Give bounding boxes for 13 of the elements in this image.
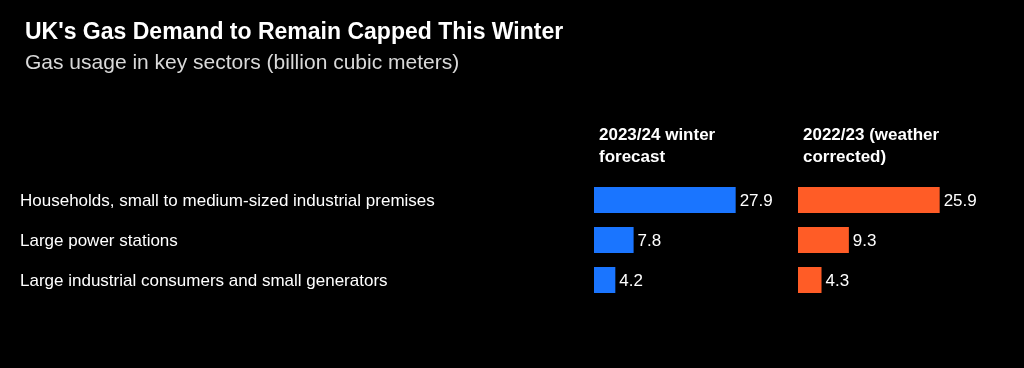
- series-label: 2022/23 (weather corrected): [803, 124, 940, 166]
- text: Gas usage in key sectors (billion cubic meters): [25, 50, 460, 73]
- data-label: 25.9: [943, 190, 977, 210]
- y-tick-label: Households, small to medium-sized industrial premises: [20, 190, 435, 210]
- y-tick-label: Large power stations: [20, 230, 178, 250]
- data-label: 9.3: [852, 230, 877, 250]
- data-label: 4.2: [619, 270, 643, 290]
- data-label: 7.8: [637, 230, 662, 250]
- data-label: 27.9: [739, 190, 773, 210]
- data-label: 4.3: [825, 270, 850, 290]
- text: UK's Gas Demand to Remain Capped This Winter: [25, 17, 564, 44]
- series-label: 2023/24 winter forecast: [599, 124, 716, 166]
- y-tick-label: Large industrial consumers and small generators: [20, 270, 388, 290]
